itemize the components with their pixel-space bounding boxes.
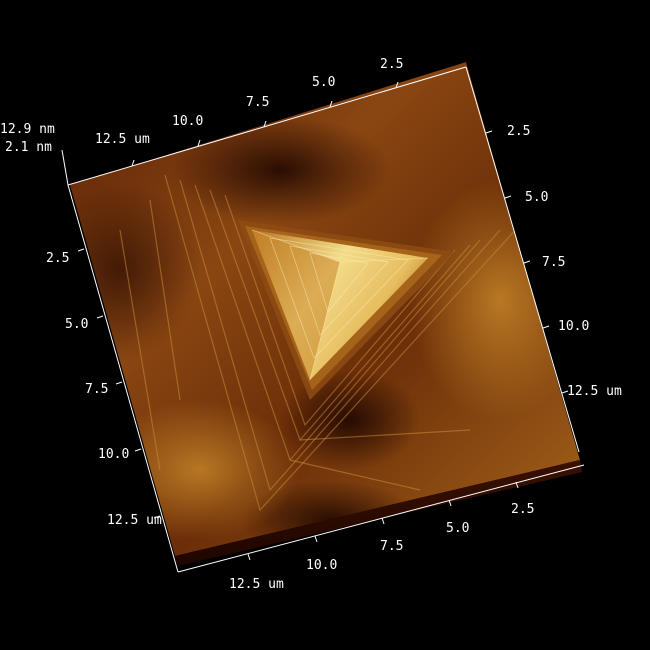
axis-bottom-tick-label: 2.5 (511, 502, 534, 517)
axis-bottom-tick-label: 7.5 (380, 539, 403, 554)
axis-top-tick-label: 12.5 um (95, 132, 150, 147)
pyramid-ridge-lines (251, 229, 429, 381)
bright-region-right (410, 180, 580, 420)
axis-left-tick-label: 10.0 (98, 447, 129, 462)
axis-left-tick-label: 2.5 (46, 251, 69, 266)
surface-front-edge (175, 460, 582, 566)
axis-left-tick-label: 5.0 (65, 317, 88, 332)
axis-left-tick-label: 7.5 (85, 382, 108, 397)
z-scale-max-label: 12.9 nm (0, 122, 55, 137)
axis-top-tick-label: 7.5 (246, 95, 269, 110)
axis-bottom-tick-label: 12.5 um (229, 577, 284, 592)
shadow-region-left (70, 180, 200, 360)
shadow-region-top (170, 115, 390, 225)
spike-top-left (210, 112, 218, 132)
axis-right-tick-label: 12.5 um (567, 384, 622, 399)
axis-left-tick-label: 12.5 um (107, 513, 162, 528)
axis-ticks (77, 81, 569, 561)
spike-right (536, 286, 544, 305)
shadow-region-center (280, 370, 420, 470)
axis-right-tick-label: 5.0 (525, 190, 548, 205)
axis-bottom-tick-label: 5.0 (446, 521, 469, 536)
z-scale-min-label: 2.1 nm (5, 140, 52, 155)
terrace-step-lines (119, 174, 521, 512)
pyramid-face-left (252, 230, 340, 380)
axis-top-tick-label: 5.0 (312, 75, 335, 90)
axis-right-tick-label: 10.0 (558, 319, 589, 334)
axis-bottom-tick-label: 10.0 (306, 558, 337, 573)
axis-right-tick-label: 7.5 (542, 255, 565, 270)
axis-right-tick-label: 2.5 (507, 124, 530, 139)
axis-top-tick-label: 2.5 (380, 57, 403, 72)
axis-top-tick-label: 10.0 (172, 114, 203, 129)
